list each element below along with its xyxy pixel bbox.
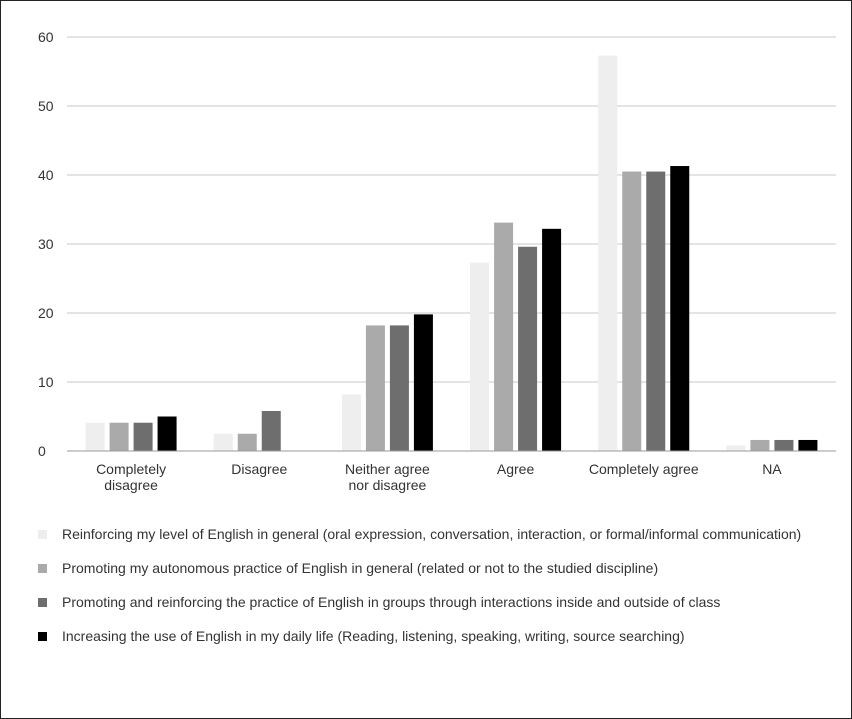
bar bbox=[157, 416, 177, 451]
y-tick-label: 10 bbox=[38, 374, 54, 390]
bar bbox=[494, 222, 514, 451]
x-category-label: Disagree bbox=[231, 461, 287, 477]
legend-swatch bbox=[38, 530, 47, 539]
bar bbox=[598, 55, 618, 451]
legend-label: Increasing the use of English in my dail… bbox=[62, 628, 685, 644]
bar bbox=[85, 422, 105, 451]
legend-item: Increasing the use of English in my dail… bbox=[38, 626, 828, 646]
legend-swatch bbox=[38, 632, 47, 641]
bar bbox=[670, 166, 690, 451]
bar bbox=[133, 422, 153, 451]
bar bbox=[213, 433, 233, 451]
legend-label: Promoting my autonomous practice of Engl… bbox=[62, 560, 659, 576]
bar bbox=[365, 325, 385, 451]
x-axis-categories: Completely disagree Disagree Neither agree n… bbox=[96, 461, 782, 493]
legend-label: Reinforcing my level of English in gener… bbox=[62, 526, 802, 542]
legend-swatch bbox=[38, 598, 47, 607]
bar bbox=[774, 439, 794, 451]
legend-item: Reinforcing my level of English in gener… bbox=[38, 524, 828, 544]
legend-item: Promoting and reinforcing the practice o… bbox=[38, 592, 828, 612]
legend: Reinforcing my level of English in gener… bbox=[38, 524, 828, 646]
bar bbox=[109, 422, 129, 451]
y-tick-label: 50 bbox=[38, 98, 54, 114]
bar bbox=[646, 171, 666, 452]
x-category-label: Completely disagree bbox=[96, 461, 166, 493]
bar bbox=[237, 433, 257, 451]
x-category-label: Neither agree nor disagree bbox=[345, 461, 430, 493]
legend-item: Promoting my autonomous practice of Engl… bbox=[38, 558, 828, 578]
y-axis-ticks: 0 10 20 30 40 50 60 bbox=[38, 29, 54, 459]
y-tick-label: 60 bbox=[38, 29, 54, 45]
y-tick-label: 40 bbox=[38, 167, 54, 183]
bar bbox=[389, 325, 409, 451]
bar bbox=[542, 228, 562, 451]
gridlines bbox=[67, 36, 836, 383]
bar-chart: 0 10 20 30 40 50 60 Completely disagree Disagree… bbox=[38, 29, 836, 493]
bar bbox=[341, 394, 361, 451]
bar bbox=[622, 171, 642, 452]
y-tick-label: 20 bbox=[38, 305, 54, 321]
bar bbox=[470, 262, 490, 451]
y-tick-label: 30 bbox=[38, 236, 54, 252]
bar bbox=[518, 246, 538, 451]
x-category-label: Completely agree bbox=[589, 461, 699, 477]
bar bbox=[798, 439, 818, 451]
legend-label: Promoting and reinforcing the practice o… bbox=[62, 594, 721, 610]
bar bbox=[413, 314, 433, 451]
bars bbox=[85, 55, 818, 452]
y-tick-label: 0 bbox=[38, 443, 46, 459]
bar bbox=[726, 445, 746, 451]
x-category-label: Agree bbox=[497, 461, 535, 477]
legend-swatch bbox=[38, 564, 47, 573]
x-category-label: NA bbox=[762, 461, 782, 477]
bar bbox=[261, 410, 281, 451]
bar bbox=[750, 439, 770, 451]
